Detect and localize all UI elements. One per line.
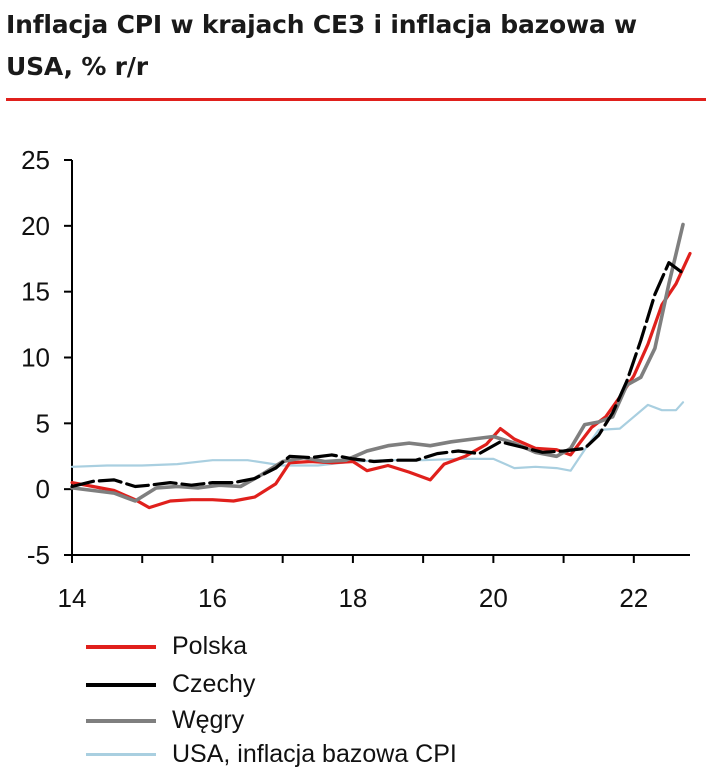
- series-line-polska: [70, 251, 692, 510]
- line-chart: -5 0 5 10 15 20 25 14 16 18 20 22: [21, 145, 692, 613]
- x-tick-label: 20: [479, 583, 508, 613]
- x-tick-label: 18: [338, 583, 367, 613]
- legend-item-wegry: Węgry: [86, 702, 686, 738]
- y-tick-label: 0: [36, 474, 50, 504]
- y-ticks: -5 0 5 10 15 20 25: [21, 145, 72, 570]
- legend-swatch-wegry: [86, 719, 156, 723]
- legend-label-usa: USA, inflacja bazowa CPI: [172, 740, 457, 768]
- legend-swatch-czechy: [86, 683, 156, 687]
- legend-item-usa: USA, inflacja bazowa CPI: [86, 736, 686, 772]
- y-tick-label: 25: [21, 145, 50, 175]
- y-axis: -5 0 5 10 15 20 25: [21, 145, 73, 570]
- x-tick-label: 22: [619, 583, 648, 613]
- title-underline: [6, 98, 706, 101]
- series-line-czechy: [70, 261, 685, 489]
- plot-series: [70, 222, 692, 510]
- legend-swatch-usa: [86, 753, 156, 756]
- x-axis: 14 16 18 20 22: [58, 554, 690, 613]
- legend-item-czechy: Czechy: [86, 666, 686, 702]
- x-ticks: 14 16 18 20 22: [58, 555, 648, 613]
- y-tick-label: 20: [21, 211, 50, 241]
- series-line-usa: [70, 401, 685, 472]
- x-tick-label: 14: [58, 583, 87, 613]
- legend-swatch-polska: [86, 645, 156, 649]
- y-tick-label: -5: [27, 540, 50, 570]
- y-tick-label: 5: [36, 408, 50, 438]
- y-tick-label: 15: [21, 277, 50, 307]
- chart-title: Inflacja CPI w krajach CE3 i inflacja ba…: [6, 10, 637, 81]
- y-tick-label: 10: [21, 343, 50, 373]
- legend-label-wegry: Węgry: [172, 706, 245, 734]
- legend-item-polska: Polska: [86, 628, 686, 664]
- x-tick-label: 16: [198, 583, 227, 613]
- legend-label-polska: Polska: [172, 632, 248, 660]
- legend-label-czechy: Czechy: [172, 670, 256, 698]
